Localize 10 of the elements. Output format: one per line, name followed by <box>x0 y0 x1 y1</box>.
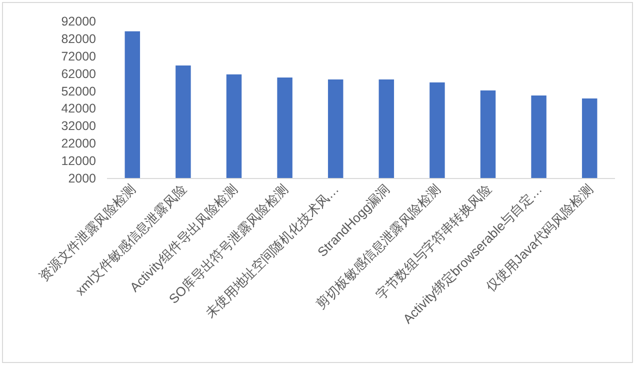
y-tick-label: 12000 <box>61 154 96 168</box>
y-tick-label: 42000 <box>61 102 96 116</box>
y-tick-label: 22000 <box>61 136 96 151</box>
y-tick-label: 2000 <box>68 172 96 186</box>
y-tick-label: 32000 <box>61 119 96 134</box>
y-tick-label: 92000 <box>61 14 96 28</box>
y-tick-label: 72000 <box>61 49 96 64</box>
y-tick-label: 82000 <box>61 32 96 46</box>
y-tick-label: 62000 <box>61 66 96 81</box>
y-tick-label: 52000 <box>61 84 96 98</box>
